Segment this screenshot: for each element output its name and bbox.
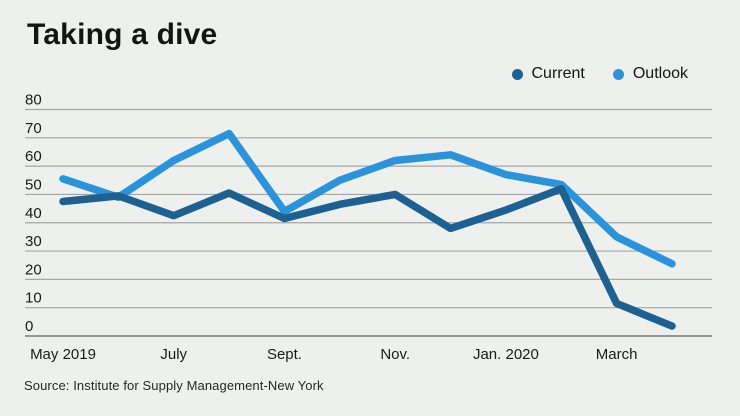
y-tick-label: 60	[25, 148, 42, 165]
y-tick-label: 80	[25, 92, 42, 109]
x-tick-label: Jan. 2020	[473, 346, 539, 363]
y-tick-label: 50	[25, 176, 42, 193]
y-tick-label: 10	[25, 290, 42, 307]
y-tick-label: 40	[25, 205, 42, 222]
legend-label-outlook: Outlook	[632, 65, 688, 82]
chart-legend: Current Outlook	[511, 65, 688, 83]
y-tick-label: 30	[25, 233, 42, 250]
legend-dot-current-icon	[511, 68, 523, 80]
legend-item-current: Current	[511, 65, 585, 83]
chart-title: Taking a dive	[27, 18, 218, 51]
y-tick-label: 70	[25, 120, 42, 137]
x-tick-label: May 2019	[30, 346, 96, 363]
y-tick-label: 20	[25, 261, 42, 278]
x-tick-label: Nov.	[380, 346, 410, 363]
x-tick-label: July	[160, 346, 187, 363]
x-tick-label: March	[596, 346, 638, 363]
series-line-current	[59, 185, 676, 330]
source-attribution: Source: Institute for Supply Management-…	[24, 378, 324, 393]
y-tick-label: 0	[25, 318, 33, 335]
legend-dot-outlook-icon	[612, 68, 624, 80]
legend-label-current: Current	[531, 65, 585, 82]
series-line-outlook	[59, 129, 676, 268]
x-tick-label: Sept.	[267, 346, 302, 363]
legend-item-outlook: Outlook	[612, 65, 688, 83]
